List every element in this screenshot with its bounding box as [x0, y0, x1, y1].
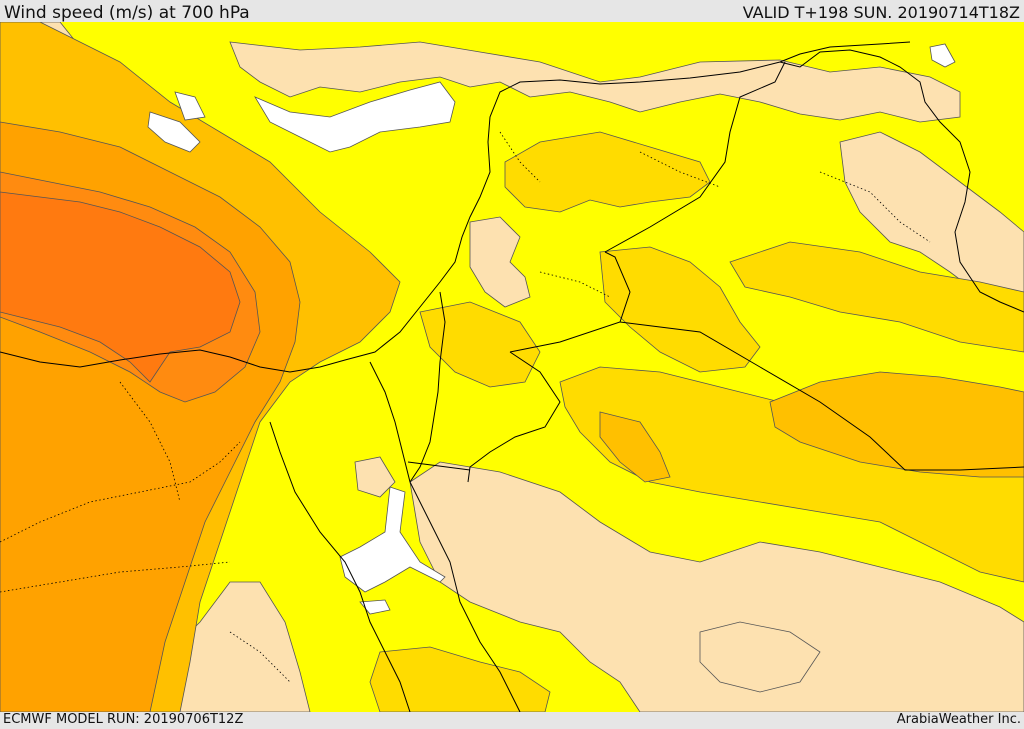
footer-bar: ECMWF MODEL RUN: 20190706T12Z ArabiaWeat… — [0, 712, 1024, 729]
admin-boundaries — [0, 131, 931, 683]
header-bar: Wind speed (m/s) at 700 hPa VALID T+198 … — [0, 0, 1024, 23]
valid-time: VALID T+198 SUN. 20190714T18Z — [742, 3, 1020, 22]
field-light — [0, 22, 1024, 712]
coastlines-borders — [0, 41, 1024, 712]
field-lightest — [147, 43, 956, 615]
map-canvas — [0, 22, 1024, 712]
field-medium — [369, 131, 1024, 712]
chart-title: Wind speed (m/s) at 700 hPa — [4, 3, 250, 23]
wind-speed-map — [0, 22, 1024, 712]
credit-label: ArabiaWeather Inc. — [896, 712, 1021, 727]
field-strongest — [0, 191, 241, 383]
model-run-label: ECMWF MODEL RUN: 20190706T12Z — [3, 712, 244, 727]
